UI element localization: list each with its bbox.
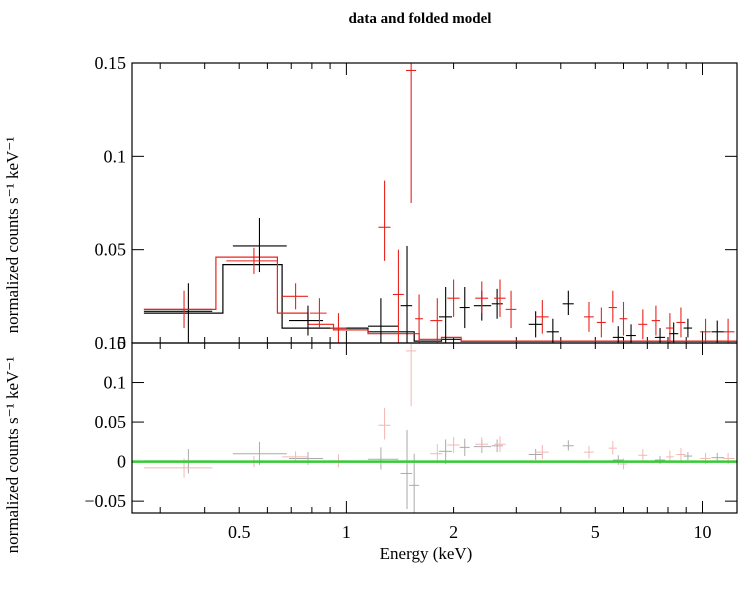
plot-area (132, 343, 737, 513)
x-tick-label: 1 (342, 522, 351, 542)
model-line-black (143, 264, 737, 342)
y-tick-label: 0.1 (104, 373, 127, 393)
y-tick-label: 0.05 (95, 240, 127, 260)
plot-area (143, 63, 737, 343)
model-line-red (143, 256, 737, 342)
y-tick-label: 0.15 (95, 333, 127, 353)
y-tick-label: 0 (117, 333, 126, 353)
y-tick-label: 0.1 (104, 146, 127, 166)
chart-title: data and folded model (349, 11, 492, 27)
y-tick-label: 0 (117, 452, 126, 472)
top-panel: 0 0.05 0.1 0.15 (95, 53, 738, 353)
residual-panel: −0.05 0 0.05 0.1 0.15 0.5 1 2 5 10 (84, 333, 738, 542)
x-tick-label: 2 (449, 522, 458, 542)
top-panel-ylabel: normalized counts s⁻¹ keV⁻¹ (3, 137, 22, 334)
x-axis-label: Energy (keV) (380, 544, 473, 563)
y-tick-label: 0.05 (95, 412, 127, 432)
panel-frame (131, 342, 738, 514)
y-tick-label: −0.05 (84, 491, 126, 511)
x-tick-label: 10 (693, 522, 711, 542)
x-tick-label: 0.5 (228, 522, 251, 542)
x-tick-label: 5 (591, 522, 600, 542)
bottom-panel-ylabel: normalized counts s⁻¹ keV⁻¹ (3, 357, 22, 554)
y-tick-label: 0.15 (95, 53, 127, 73)
